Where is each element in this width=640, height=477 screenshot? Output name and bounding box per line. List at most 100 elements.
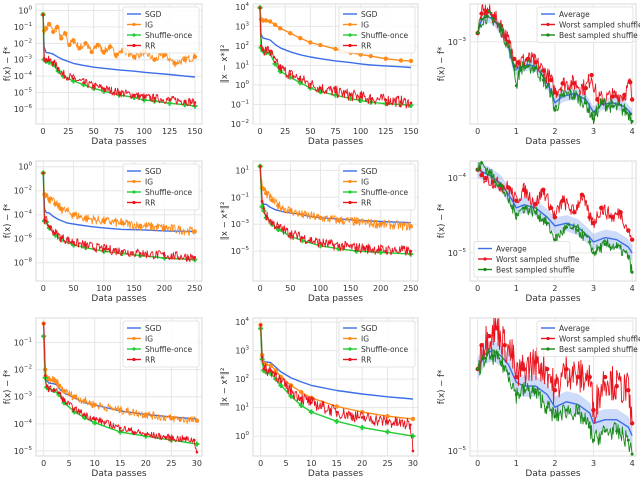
data-point bbox=[56, 66, 60, 70]
data-point bbox=[57, 391, 61, 395]
data-point bbox=[73, 407, 76, 411]
legend-marker bbox=[348, 357, 352, 362]
x-tick-label: 150 bbox=[187, 127, 202, 136]
tick-base: 10 bbox=[235, 81, 245, 90]
y-tick-label: 104 bbox=[235, 2, 249, 12]
series-line bbox=[260, 324, 414, 452]
y-tick-label: 10−3 bbox=[14, 392, 33, 402]
tick-exponent: 1 bbox=[246, 165, 250, 171]
data-point bbox=[512, 64, 516, 68]
y-tick-label: 10−3 bbox=[231, 219, 250, 229]
tick-base: 10 bbox=[18, 163, 28, 172]
series-line bbox=[477, 318, 633, 424]
data-point bbox=[71, 38, 76, 43]
data-point bbox=[333, 46, 338, 52]
x-tick-label: 0 bbox=[475, 127, 480, 136]
tick-exponent: 3 bbox=[246, 21, 250, 27]
tick-exponent: 4 bbox=[246, 2, 250, 8]
tick-exponent: −5 bbox=[458, 248, 467, 254]
data-point bbox=[48, 225, 51, 229]
legend-label: IG bbox=[145, 335, 153, 344]
data-point bbox=[334, 90, 337, 94]
y-tick-label: 100 bbox=[235, 431, 249, 441]
legend-marker bbox=[348, 179, 352, 184]
data-point bbox=[483, 176, 488, 181]
data-point bbox=[44, 219, 48, 223]
data-point bbox=[480, 161, 484, 165]
data-point bbox=[131, 54, 137, 60]
tick-exponent: 3 bbox=[246, 346, 250, 352]
data-point bbox=[510, 206, 514, 210]
subplot-r3c3: 0 1 2 3 4 10−5 Data passes f(x) − f* Average Wors… bbox=[437, 317, 640, 477]
data-point bbox=[301, 236, 304, 239]
data-point bbox=[409, 101, 413, 105]
tick-exponent: −5 bbox=[24, 88, 33, 94]
tick-base: 10 bbox=[14, 56, 24, 65]
legend-entry: RR bbox=[127, 42, 155, 51]
tick-exponent: −5 bbox=[241, 246, 250, 252]
legend-entry: IG bbox=[127, 178, 153, 187]
y-axis-label: f(x) − f* bbox=[3, 47, 13, 81]
y-tick-label: 10−4 bbox=[14, 419, 33, 429]
data-point bbox=[603, 429, 607, 433]
series-group bbox=[475, 318, 635, 456]
legend-label: RR bbox=[361, 356, 371, 365]
data-point bbox=[476, 31, 480, 35]
data-point bbox=[101, 49, 107, 55]
tick-base: 10 bbox=[235, 22, 245, 31]
data-point bbox=[92, 420, 98, 426]
data-point bbox=[193, 101, 197, 104]
legend-label: RR bbox=[361, 42, 371, 51]
data-point bbox=[534, 66, 538, 70]
data-point bbox=[618, 210, 623, 215]
tick-exponent: −4 bbox=[24, 71, 33, 77]
data-point bbox=[194, 441, 200, 447]
legend-entry: IG bbox=[127, 21, 153, 30]
data-point bbox=[262, 367, 265, 371]
tick-base: 10 bbox=[448, 38, 458, 47]
data-point bbox=[591, 220, 596, 226]
data-point bbox=[43, 218, 46, 221]
data-point bbox=[629, 421, 635, 426]
y-tick-label: 10−1 bbox=[14, 22, 32, 32]
data-point bbox=[298, 77, 302, 81]
data-point bbox=[579, 192, 585, 197]
x-tick-label: 0 bbox=[41, 459, 46, 468]
legend-label: SGD bbox=[145, 167, 162, 176]
x-tick-label: 200 bbox=[373, 284, 388, 293]
data-point bbox=[384, 98, 388, 102]
tick-base: 10 bbox=[231, 120, 241, 129]
data-point bbox=[89, 49, 94, 55]
legend-marker bbox=[348, 347, 352, 351]
data-point bbox=[61, 388, 67, 394]
data-point bbox=[576, 411, 580, 415]
legend-marker bbox=[132, 22, 136, 27]
tick-exponent: −3 bbox=[24, 55, 33, 61]
data-point bbox=[385, 429, 391, 435]
data-point bbox=[603, 242, 607, 246]
data-point bbox=[67, 42, 72, 48]
data-point bbox=[534, 210, 538, 214]
tick-base: 10 bbox=[231, 193, 241, 202]
x-tick-label: 100 bbox=[353, 127, 368, 136]
data-point bbox=[591, 407, 596, 413]
data-point bbox=[502, 342, 507, 348]
series-sgd bbox=[42, 172, 195, 233]
data-point bbox=[43, 374, 47, 377]
data-point bbox=[595, 97, 600, 102]
data-point bbox=[584, 101, 588, 105]
x-tick-label: 5 bbox=[283, 459, 288, 468]
data-point bbox=[409, 423, 412, 427]
data-point bbox=[298, 35, 303, 41]
x-tick-label: 100 bbox=[96, 284, 111, 293]
data-point bbox=[47, 59, 51, 62]
legend-entry: IG bbox=[343, 178, 369, 187]
data-point bbox=[630, 452, 634, 456]
data-point bbox=[42, 57, 46, 60]
data-point bbox=[318, 215, 323, 220]
data-point bbox=[626, 438, 630, 442]
y-tick-label: 10−1 bbox=[231, 99, 249, 109]
data-point bbox=[565, 408, 569, 412]
